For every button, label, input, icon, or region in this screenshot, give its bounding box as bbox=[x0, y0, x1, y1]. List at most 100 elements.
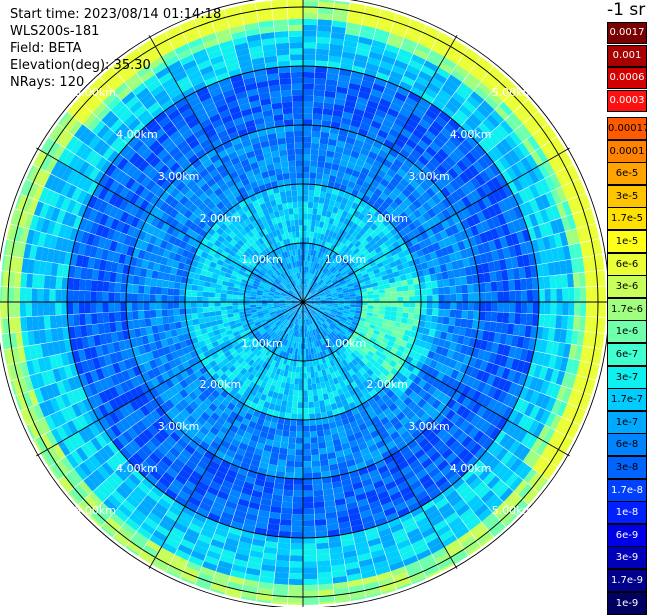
data-cell bbox=[497, 292, 503, 302]
data-cell bbox=[303, 1, 318, 7]
data-cell bbox=[318, 442, 326, 449]
data-cell bbox=[191, 308, 197, 314]
data-cell bbox=[281, 513, 292, 520]
data-cell bbox=[317, 161, 325, 168]
data-cell bbox=[197, 313, 204, 319]
data-cell bbox=[379, 293, 385, 297]
data-cell bbox=[303, 84, 314, 90]
data-cell bbox=[293, 396, 298, 402]
data-cell bbox=[156, 317, 163, 325]
data-cell bbox=[210, 283, 217, 289]
data-cell bbox=[275, 429, 283, 436]
data-cell bbox=[290, 378, 295, 384]
data-cell bbox=[313, 395, 319, 402]
data-cell bbox=[291, 538, 303, 544]
data-cell bbox=[168, 316, 175, 323]
data-cell bbox=[279, 448, 287, 455]
data-cell bbox=[450, 286, 457, 294]
data-cell bbox=[238, 295, 244, 299]
data-cell bbox=[203, 287, 210, 293]
data-cell bbox=[308, 202, 313, 208]
data-cell bbox=[311, 455, 319, 462]
data-cell bbox=[303, 60, 315, 66]
data-cell bbox=[298, 396, 303, 402]
data-cell bbox=[210, 316, 217, 322]
data-cell bbox=[316, 543, 329, 550]
data-cell bbox=[310, 155, 318, 161]
data-cell bbox=[415, 308, 421, 314]
data-cell bbox=[209, 307, 215, 312]
data-cell bbox=[312, 208, 317, 215]
data-cell bbox=[598, 286, 604, 301]
data-cell bbox=[91, 280, 98, 291]
data-cell bbox=[312, 384, 317, 390]
data-cell bbox=[49, 303, 55, 316]
data-cell bbox=[356, 305, 362, 308]
data-cell bbox=[108, 292, 114, 302]
data-cell bbox=[303, 491, 313, 497]
data-cell bbox=[156, 310, 163, 318]
data-cell bbox=[318, 572, 332, 579]
data-cell bbox=[373, 294, 379, 298]
data-cell bbox=[395, 317, 402, 323]
data-cell bbox=[26, 303, 32, 317]
data-cell bbox=[579, 272, 586, 287]
data-cell bbox=[323, 423, 330, 430]
data-cell bbox=[521, 302, 527, 313]
data-cell bbox=[390, 287, 397, 292]
data-cell bbox=[145, 277, 152, 286]
data-cell bbox=[227, 310, 233, 315]
data-cell bbox=[278, 459, 287, 466]
data-cell bbox=[56, 315, 63, 328]
data-cell bbox=[303, 408, 309, 414]
data-cell bbox=[304, 532, 316, 538]
data-cell bbox=[215, 298, 221, 302]
data-cell bbox=[309, 178, 316, 184]
data-cell bbox=[485, 282, 492, 292]
data-cell bbox=[297, 408, 303, 414]
data-cell bbox=[138, 302, 144, 310]
data-cell bbox=[50, 316, 57, 329]
data-cell bbox=[297, 355, 300, 361]
data-cell bbox=[132, 285, 139, 294]
data-cell bbox=[421, 296, 427, 302]
data-cell bbox=[316, 424, 323, 431]
data-cell bbox=[238, 299, 244, 302]
data-cell bbox=[14, 303, 20, 318]
data-cell bbox=[444, 309, 450, 317]
data-cell bbox=[280, 519, 292, 526]
data-cell bbox=[232, 302, 238, 306]
data-cell bbox=[526, 278, 533, 290]
data-cell bbox=[312, 214, 317, 220]
data-cell bbox=[256, 302, 262, 304]
data-cell bbox=[319, 448, 327, 455]
data-cell bbox=[310, 167, 317, 173]
data-cell bbox=[209, 311, 216, 316]
data-cell bbox=[303, 385, 307, 391]
data-cell bbox=[304, 591, 319, 597]
data-cell bbox=[303, 119, 312, 125]
data-cell bbox=[298, 402, 303, 408]
data-cell bbox=[318, 584, 333, 591]
data-cell bbox=[368, 302, 374, 306]
data-cell bbox=[315, 72, 327, 79]
data-cell bbox=[311, 137, 320, 144]
data-cell bbox=[403, 296, 409, 301]
data-cell bbox=[303, 149, 311, 155]
data-cell bbox=[386, 302, 392, 306]
data-cell bbox=[401, 280, 408, 286]
data-cell bbox=[318, 436, 326, 443]
data-cell bbox=[320, 138, 329, 145]
data-cell bbox=[232, 306, 238, 310]
data-cell bbox=[67, 303, 73, 315]
data-cell bbox=[290, 425, 297, 431]
data-cell bbox=[281, 507, 292, 514]
data-cell bbox=[150, 286, 157, 294]
data-cell bbox=[295, 455, 303, 461]
data-cell bbox=[56, 277, 63, 290]
data-cell bbox=[527, 302, 533, 314]
data-cell bbox=[307, 214, 312, 220]
data-cell bbox=[226, 294, 232, 298]
data-cell bbox=[432, 288, 438, 295]
data-cell bbox=[203, 297, 209, 302]
